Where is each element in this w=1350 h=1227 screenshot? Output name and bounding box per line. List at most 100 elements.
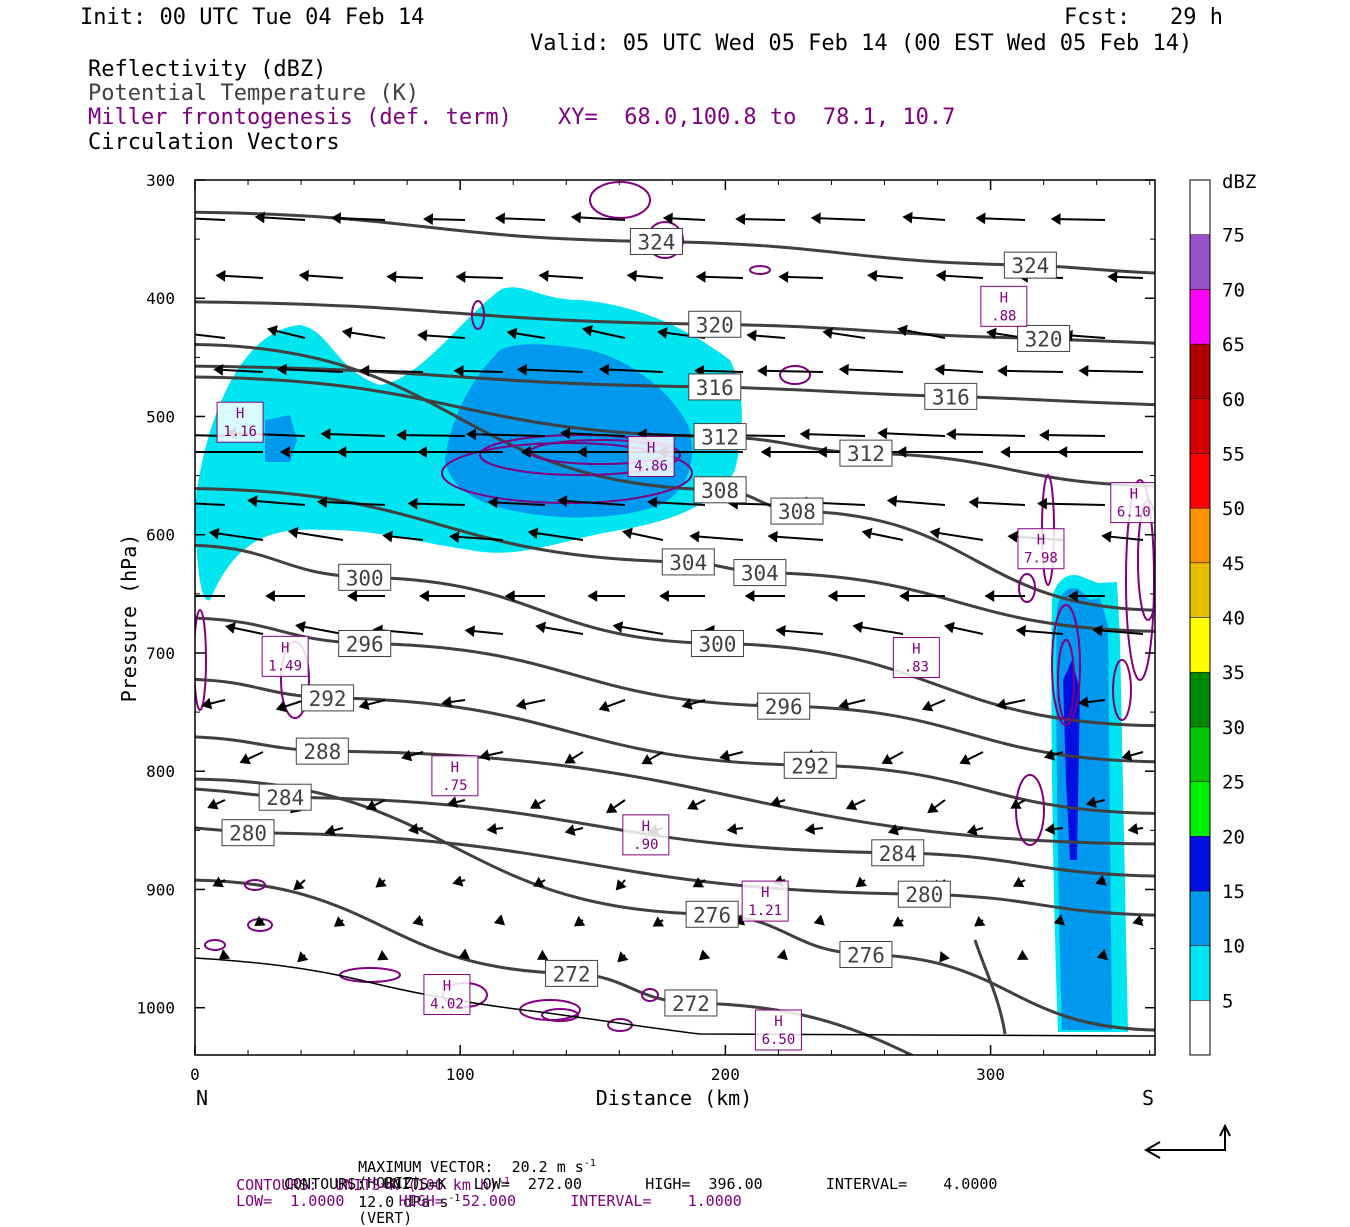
circulation-vector-head <box>776 949 788 961</box>
circulation-vector-head <box>719 749 731 762</box>
frontogenesis-max-h: H <box>281 640 289 656</box>
colorbar-level: 60 <box>1222 389 1245 411</box>
frontogenesis-contour <box>779 365 811 385</box>
circulation-vector-head <box>412 914 424 927</box>
theta-label: 280 <box>905 883 943 907</box>
circulation-vector-head <box>215 270 226 282</box>
circulation-vector <box>970 501 1026 506</box>
circulation-vector-head <box>557 495 568 507</box>
circulation-vector-head <box>852 621 864 633</box>
frontogenesis-max-value: 4.02 <box>430 997 464 1013</box>
circulation-vector-head <box>735 213 746 226</box>
theta-contour-292 <box>195 677 1155 815</box>
field-vectors: Circulation Vectors <box>88 130 340 155</box>
circulation-vector-head <box>1067 590 1078 602</box>
frontogenesis-max-box <box>423 974 471 1016</box>
theta-label: 308 <box>701 479 739 503</box>
theta-label: 316 <box>932 385 970 409</box>
frontogenesis-contour <box>1125 479 1155 681</box>
circulation-vector <box>812 216 866 221</box>
circulation-vector-head <box>486 822 497 835</box>
circulation-vector-head <box>744 590 755 602</box>
colorbar-segment <box>1189 289 1211 345</box>
colorbar-level: 20 <box>1222 826 1245 848</box>
circulation-vector-head <box>276 363 287 376</box>
circulation-vector-head <box>185 214 192 222</box>
circulation-vector-head <box>612 621 624 633</box>
max-vector-horiz-label: (HORIZ) <box>358 1174 422 1192</box>
circulation-vector-head <box>726 823 738 835</box>
frontogenesis-contour <box>479 434 681 476</box>
circulation-vector-head <box>804 823 816 835</box>
circulation-vector-head <box>899 590 909 602</box>
circulation-vector-head <box>265 590 275 602</box>
colorbar-segment <box>1189 945 1211 1001</box>
circulation-vector <box>649 500 706 506</box>
circulation-vector-head <box>516 363 527 376</box>
theta-label: 308 <box>778 500 816 524</box>
circulation-vector-head <box>254 211 265 224</box>
circulation-vector-head <box>487 496 498 509</box>
circulation-vector-head <box>615 879 627 891</box>
circulation-vector <box>322 432 386 437</box>
circulation-vector-head <box>530 798 542 809</box>
circulation-vector-head <box>377 949 389 961</box>
frontogenesis-contour <box>441 442 693 504</box>
frontogenesis-contour <box>1112 659 1132 721</box>
circulation-vector-head <box>347 590 357 602</box>
max-vector-horiz: MAXIMUM VECTOR: 20.2 m s <box>358 1158 584 1176</box>
theta-label-box <box>685 900 739 928</box>
circulation-vector-head <box>934 363 945 376</box>
circulation-vector-head <box>881 753 893 765</box>
circulation-vector-head <box>455 271 466 283</box>
circulation-vector-head <box>295 621 306 633</box>
colorbar-level: 25 <box>1222 772 1245 794</box>
circulation-vector-head <box>946 428 957 441</box>
circulation-vector-head <box>855 876 867 888</box>
circulation-vector <box>249 499 306 506</box>
circulation-vector-head <box>845 799 858 811</box>
frontogenesis-max-box <box>892 637 940 679</box>
circulation-vector <box>195 434 226 437</box>
max-vector-vert-label: (VERT) <box>358 1209 413 1227</box>
circulation-vector-head <box>239 753 251 765</box>
circulation-vector <box>572 216 626 221</box>
circulation-vector <box>455 369 504 373</box>
circulation-vector-head <box>944 621 955 634</box>
y-tick-label: 400 <box>146 289 175 308</box>
field-reflectivity: Reflectivity (dBZ) <box>88 57 327 82</box>
circulation-vector-head <box>341 326 353 339</box>
circulation-vector-head <box>817 446 827 458</box>
theta-label: 280 <box>229 822 267 846</box>
circulation-vector-head <box>867 270 878 282</box>
circulation-vector <box>931 530 984 541</box>
circulation-vector-head <box>1012 876 1025 888</box>
circulation-vector-head <box>641 754 653 765</box>
circulation-vector <box>737 218 786 221</box>
plot-area: 324 324 320 320 316 316 312 312 308 308 304 304 300 3… <box>185 181 1155 1055</box>
circulation-vector-head <box>587 590 598 602</box>
circulation-vector-head <box>212 876 224 888</box>
circulation-vector-head <box>692 877 705 888</box>
circulation-vector-head <box>417 446 427 458</box>
theta-label-box <box>661 548 715 576</box>
circulation-vector-head <box>927 802 939 814</box>
circulation-vector-head <box>396 429 407 442</box>
theta-label-box <box>783 751 837 779</box>
circulation-vector <box>256 216 306 221</box>
circulation-vector-head <box>564 753 576 764</box>
circulation-vector-head <box>464 625 475 638</box>
contours-theta-line: CONTOURS: UNITS=K LOW= 272.00 HIGH= 396.… <box>284 1175 998 1193</box>
circulation-vector-head <box>995 698 1007 710</box>
circulation-vector-head <box>1085 796 1097 808</box>
frontogenesis-max-box <box>1017 528 1065 570</box>
circulation-vector-head <box>570 211 581 224</box>
frontogenesis-max-h: H <box>1130 487 1138 503</box>
colorbar-frame <box>1189 179 1211 1056</box>
theta-label-box <box>839 940 893 968</box>
colorbar-segment <box>1189 562 1211 618</box>
circulation-vector-head <box>694 364 705 377</box>
circulation-vector-head <box>207 798 219 810</box>
colorbar-segment <box>1189 617 1211 673</box>
circulation-vector-head <box>887 824 899 836</box>
